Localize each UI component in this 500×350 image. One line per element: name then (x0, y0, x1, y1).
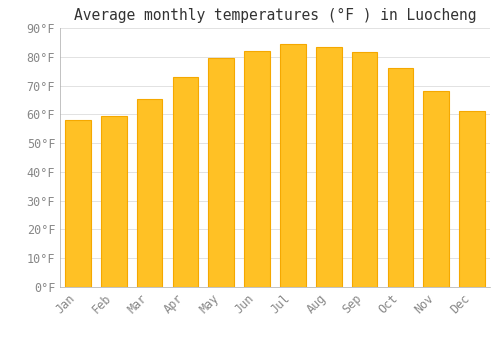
Bar (352, 52, 378, 287)
Bar (65, 120, 91, 287)
Title: Average monthly temperatures (°F ) in Luocheng: Average monthly temperatures (°F ) in Lu… (74, 8, 476, 23)
Bar (316, 47, 342, 287)
Bar (280, 44, 306, 287)
Bar (244, 51, 270, 287)
Bar (388, 68, 413, 287)
Bar (208, 58, 234, 287)
Bar (424, 91, 449, 287)
Bar (459, 111, 485, 287)
Bar (172, 77, 199, 287)
Bar (136, 98, 162, 287)
Bar (101, 116, 126, 287)
